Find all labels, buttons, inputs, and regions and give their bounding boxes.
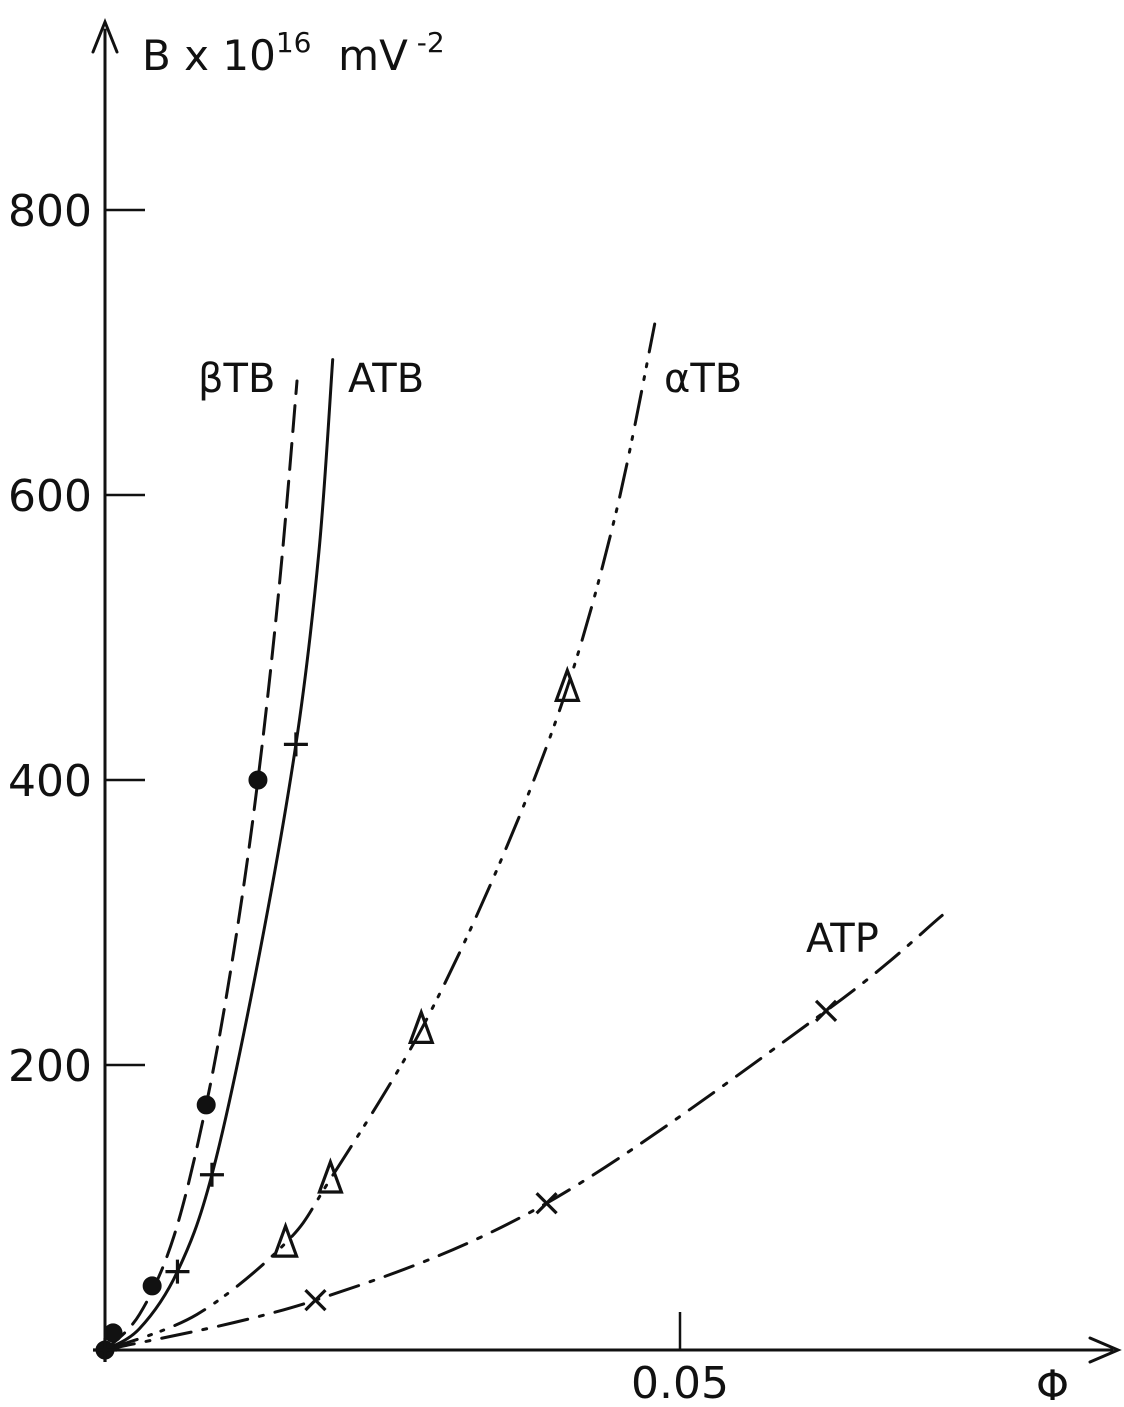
y-axis-label-base: B x 10 <box>142 31 276 80</box>
series-labels: βTB ATB αTB ATP <box>198 356 879 962</box>
data-point <box>199 1162 224 1187</box>
ticks: 200 400 600 800 0.05 <box>8 186 729 1407</box>
data-point <box>165 1259 190 1284</box>
y-axis-label-exponent: 16 <box>276 26 312 59</box>
curves <box>103 322 944 1352</box>
y-axis-label-unit-exponent: -2 <box>408 26 445 59</box>
series-line <box>103 913 944 1352</box>
series-line <box>103 322 657 1352</box>
data-point <box>93 1338 117 1362</box>
axes: B x 1016 mV -2 Φ <box>91 17 1122 1407</box>
data-point <box>248 770 268 790</box>
data-point <box>554 665 581 702</box>
series-label: αTB <box>664 356 742 402</box>
series-label: βTB <box>198 356 275 402</box>
y-tick-label: 800 <box>8 186 92 237</box>
y-tick-label: 400 <box>8 756 92 807</box>
data-point <box>142 1276 162 1296</box>
markers <box>93 665 838 1362</box>
data-point <box>272 1221 299 1258</box>
data-point <box>317 1157 344 1194</box>
data-point <box>814 999 838 1022</box>
series-label: ATP <box>806 916 879 962</box>
y-axis-label-unit: mV <box>311 31 408 80</box>
y-axis-label: B x 1016 mV -2 <box>142 26 445 80</box>
data-point <box>283 732 308 757</box>
series-line <box>103 379 299 1352</box>
x-axis-arrow-icon <box>1088 1336 1122 1364</box>
x-axis-label: Φ <box>1036 1361 1069 1407</box>
data-point <box>196 1095 216 1115</box>
series-line <box>103 358 335 1352</box>
data-point <box>103 1323 123 1343</box>
data-point <box>304 1288 327 1312</box>
y-tick-label: 600 <box>8 471 92 522</box>
y-tick-label: 200 <box>8 1041 92 1092</box>
series-label: ATB <box>348 356 424 402</box>
y-axis-arrow-icon <box>91 17 119 54</box>
data-point <box>535 1192 558 1215</box>
data-point <box>407 1007 435 1044</box>
x-tick-label: 0.05 <box>631 1358 729 1407</box>
